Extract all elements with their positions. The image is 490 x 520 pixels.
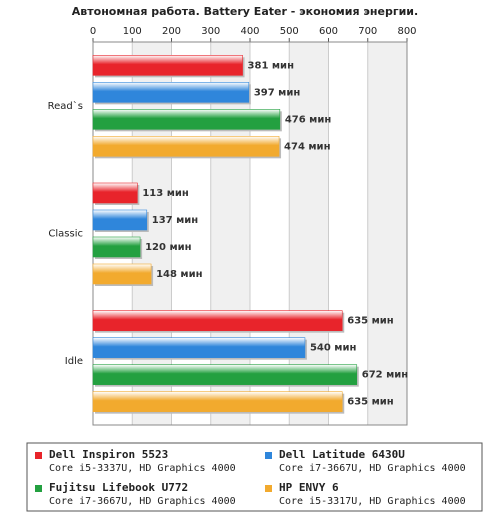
legend-swatch xyxy=(265,452,272,459)
x-tick-label: 500 xyxy=(280,26,299,37)
y-tick-label: Read`s xyxy=(48,100,83,112)
legend-label: Dell Latitude 6430U xyxy=(279,448,405,461)
value-label: 381 мин xyxy=(248,60,295,71)
grid-band xyxy=(367,42,407,425)
plot-border xyxy=(92,41,408,426)
x-tick-label: 0 xyxy=(90,26,96,37)
grid-band xyxy=(132,42,172,425)
bar xyxy=(92,337,306,358)
legend-swatch xyxy=(35,485,42,492)
bar xyxy=(92,182,138,204)
x-tick-label: 700 xyxy=(358,26,377,37)
bar xyxy=(92,310,343,331)
bar xyxy=(92,109,281,130)
bar xyxy=(92,236,141,258)
x-tick-label: 300 xyxy=(201,26,220,37)
grid-band xyxy=(289,42,329,425)
bar xyxy=(92,136,280,157)
bar xyxy=(92,209,148,231)
value-label: 672 мин xyxy=(362,370,409,381)
x-tick-label: 400 xyxy=(240,26,259,37)
x-tick-label: 100 xyxy=(123,26,142,37)
bar xyxy=(92,55,243,76)
bar xyxy=(92,82,250,103)
value-label: 397 мин xyxy=(254,87,301,98)
chart-title: Автономная работа. Battery Eater - эконо… xyxy=(72,5,418,18)
legend-label: Fujitsu Lifebook U772 xyxy=(49,481,188,494)
value-label: 113 мин xyxy=(142,188,189,199)
value-label: 120 мин xyxy=(145,242,192,253)
legend-description: Core i5-3337U, HD Graphics 4000 xyxy=(49,463,236,474)
legend-description: Core i7-3667U, HD Graphics 4000 xyxy=(49,496,236,507)
value-label: 635 мин xyxy=(347,316,394,327)
value-label: 137 мин xyxy=(152,215,199,226)
legend-description: Core i5-3317U, HD Graphics 4000 xyxy=(279,496,466,507)
x-tick-label: 800 xyxy=(397,26,416,37)
legend-label: Dell Inspiron 5523 xyxy=(49,448,168,461)
bar xyxy=(92,263,152,285)
value-label: 635 мин xyxy=(347,397,394,408)
x-tick-label: 200 xyxy=(162,26,181,37)
legend-swatch xyxy=(265,485,272,492)
bar xyxy=(92,364,358,385)
legend-box xyxy=(26,442,483,512)
value-label: 148 мин xyxy=(156,269,203,280)
legend-label: HP ENVY 6 xyxy=(279,481,339,494)
value-label: 476 мин xyxy=(285,114,332,125)
legend-description: Core i7-3667U, HD Graphics 4000 xyxy=(279,463,466,474)
grid-band xyxy=(210,42,250,425)
value-label: 474 мин xyxy=(284,141,331,152)
x-tick-label: 600 xyxy=(319,26,338,37)
y-tick-label: Classic xyxy=(48,229,83,240)
value-label: 540 мин xyxy=(310,343,357,354)
legend-swatch xyxy=(35,452,42,459)
y-tick-label: Idle xyxy=(65,356,83,367)
bar xyxy=(92,391,343,412)
